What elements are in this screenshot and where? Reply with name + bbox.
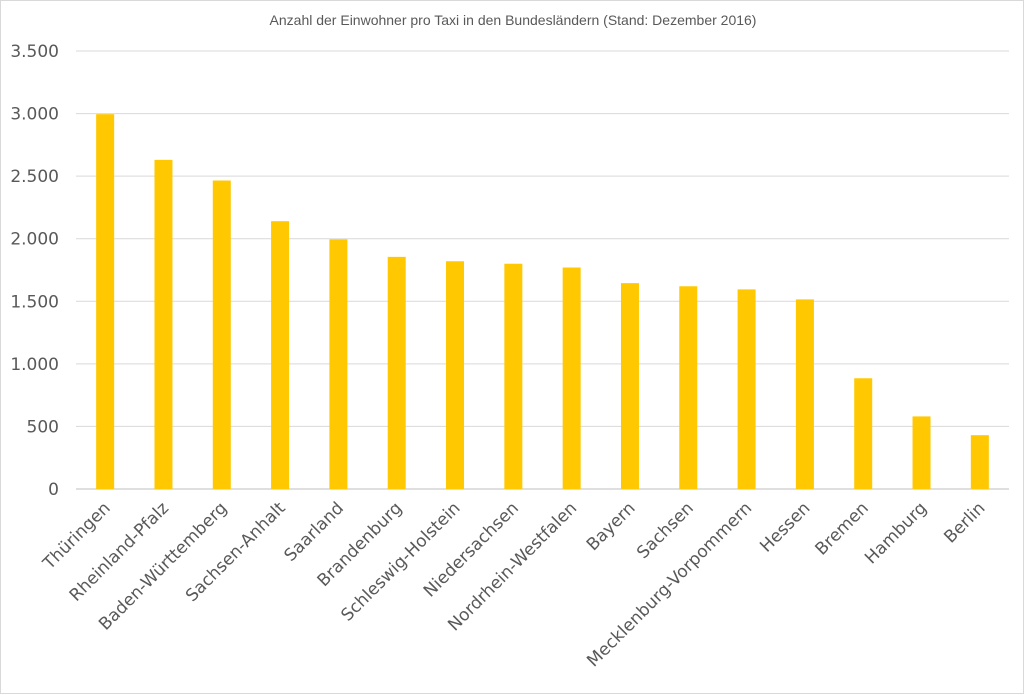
bar: [154, 159, 173, 490]
y-tick-label: 3.000: [10, 105, 59, 125]
x-category-label: Hamburg: [861, 498, 931, 568]
bar: [620, 283, 639, 489]
y-axis-tick-labels: 0 500 1.000 1.500 2.000 2.500 3.000 3.500: [10, 42, 59, 500]
bar: [271, 221, 290, 490]
bar: [562, 267, 581, 489]
y-tick-label: 0: [48, 480, 59, 500]
bar: [737, 289, 756, 489]
y-tick-label: 2.500: [10, 167, 59, 187]
bar: [795, 299, 814, 489]
gridlines: [76, 50, 1009, 490]
bar: [446, 261, 465, 489]
bar: [504, 263, 523, 489]
bars: [96, 114, 989, 490]
y-tick-label: 2.000: [10, 230, 59, 250]
y-tick-label: 3.500: [10, 42, 59, 62]
x-axis-category-labels: ThüringenRheinland-PfalzBaden-Württember…: [39, 498, 990, 671]
x-category-label: Bayern: [583, 498, 640, 555]
bar: [679, 286, 698, 489]
y-tick-label: 500: [27, 417, 59, 437]
bar: [329, 239, 348, 489]
x-category-label: Hessen: [756, 498, 814, 556]
bar: [970, 435, 989, 489]
y-tick-label: 1.000: [10, 355, 59, 375]
x-category-label: Sachsen-Anhalt: [182, 498, 290, 606]
x-category-label: Berlin: [940, 498, 989, 547]
bar: [912, 416, 931, 489]
x-category-label: Rheinland-Pfalz: [66, 498, 173, 605]
bar: [854, 378, 873, 489]
y-tick-label: 1.500: [10, 292, 59, 312]
bar: [212, 180, 231, 489]
chart-title: Anzahl der Einwohner pro Taxi in den Bun…: [270, 12, 757, 28]
bar: [387, 256, 406, 489]
bar: [96, 114, 115, 489]
